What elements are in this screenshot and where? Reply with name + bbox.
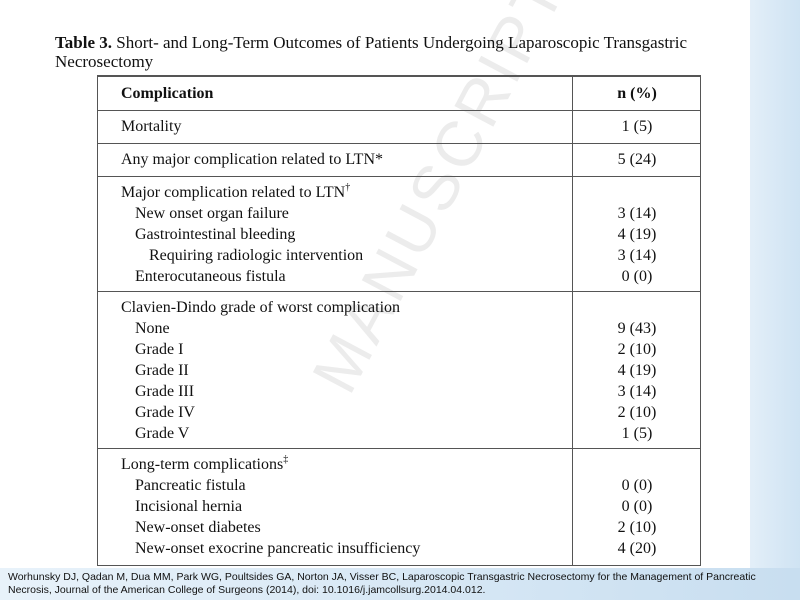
table-section: Major complication related to LTN† New on… bbox=[98, 176, 700, 291]
row-label: Any major complication related to LTN* bbox=[121, 149, 383, 170]
row-label: Mortality bbox=[121, 116, 181, 137]
label-text: Grade II bbox=[135, 362, 189, 379]
column-header: n (%) bbox=[617, 85, 657, 102]
label-text: Clavien-Dindo grade of worst complicatio… bbox=[121, 299, 401, 316]
label-text: Gastrointestinal bleeding bbox=[135, 226, 296, 243]
row-label: Gastrointestinal bleeding bbox=[135, 224, 295, 245]
label-text: Enterocutaneous fistula bbox=[135, 268, 286, 285]
column-header: Complication bbox=[121, 85, 214, 102]
label-text: Grade III bbox=[135, 383, 195, 400]
table-row: Enterocutaneous fistula 0 (0) bbox=[98, 266, 700, 287]
table-row: Clavien-Dindo grade of worst complicatio… bbox=[98, 297, 700, 318]
row-value: 0 (0) bbox=[621, 498, 653, 515]
label-text: Requiring radiologic intervention bbox=[149, 247, 364, 264]
table-title: Table 3. Short- and Long-Term Outcomes o… bbox=[55, 33, 755, 71]
table-row: Mortality 1 (5) bbox=[98, 116, 700, 137]
label-text: Any major complication related to LTN* bbox=[121, 151, 384, 168]
table-row: New onset organ failure 3 (14) bbox=[98, 203, 700, 224]
row-label: Clavien-Dindo grade of worst complicatio… bbox=[121, 297, 400, 318]
title-text: Short- and Long-Term Outcomes of Patient… bbox=[55, 33, 687, 71]
label-text: New-onset exocrine pancreatic insufficie… bbox=[135, 540, 421, 557]
row-label: Incisional hernia bbox=[135, 496, 242, 517]
row-label: Long-term complications‡ bbox=[121, 454, 288, 475]
row-value: 4 (19) bbox=[617, 362, 657, 379]
row-value: 9 (43) bbox=[617, 320, 657, 337]
footnote-mark: ‡ bbox=[283, 454, 289, 465]
table-section: Mortality 1 (5) bbox=[98, 110, 700, 143]
row-value: 3 (14) bbox=[617, 247, 657, 264]
table-row: New-onset exocrine pancreatic insufficie… bbox=[98, 538, 700, 559]
table-section: Any major complication related to LTN* 5 … bbox=[98, 143, 700, 176]
row-value: 1 (5) bbox=[621, 118, 653, 135]
table: Complication n (%) Mortality 1 (5) Any major… bbox=[97, 75, 701, 566]
row-label: Grade II bbox=[135, 360, 189, 381]
table-row: Gastrointestinal bleeding 4 (19) bbox=[98, 224, 700, 245]
row-value: 2 (10) bbox=[617, 341, 657, 358]
row-value: 4 (19) bbox=[617, 226, 657, 243]
row-label: New onset organ failure bbox=[135, 203, 289, 224]
title-label: Table 3. bbox=[55, 33, 113, 52]
row-value: 3 (14) bbox=[617, 205, 657, 222]
row-label: Grade V bbox=[135, 423, 189, 444]
table-row: Long-term complications‡ bbox=[98, 454, 700, 475]
row-label: Grade III bbox=[135, 381, 194, 402]
table-row: Incisional hernia 0 (0) bbox=[98, 496, 700, 517]
citation: Worhunsky DJ, Qadan M, Dua MM, Park WG, … bbox=[8, 571, 756, 596]
row-label: Requiring radiologic intervention bbox=[149, 245, 363, 266]
row-label: Grade IV bbox=[135, 402, 195, 423]
row-value: 5 (24) bbox=[617, 151, 657, 168]
row-value: 2 (10) bbox=[617, 519, 657, 536]
table-section: Long-term complications‡ Pancreatic fistu… bbox=[98, 448, 700, 565]
table-row: New-onset diabetes 2 (10) bbox=[98, 517, 700, 538]
table-row: Grade I 2 (10) bbox=[98, 339, 700, 360]
row-label: None bbox=[135, 318, 170, 339]
header-row: Complication n (%) bbox=[98, 76, 700, 110]
table-row: None 9 (43) bbox=[98, 318, 700, 339]
row-value: 2 (10) bbox=[617, 404, 657, 421]
row-value: 4 (20) bbox=[617, 540, 657, 557]
row-value: 0 (0) bbox=[621, 477, 653, 494]
row-label: New-onset exocrine pancreatic insufficie… bbox=[135, 538, 420, 559]
row-label: Grade I bbox=[135, 339, 183, 360]
row-label: Enterocutaneous fistula bbox=[135, 266, 286, 287]
row-label: New-onset diabetes bbox=[135, 517, 261, 538]
label-text: Grade IV bbox=[135, 404, 195, 421]
table-row: Grade IV 2 (10) bbox=[98, 402, 700, 423]
label-text: Grade I bbox=[135, 341, 184, 358]
content-panel bbox=[50, 0, 750, 568]
row-label: Major complication related to LTN† bbox=[121, 182, 350, 203]
label-text: Grade V bbox=[135, 425, 190, 442]
table-row: Grade V 1 (5) bbox=[98, 423, 700, 444]
footnote-mark: † bbox=[345, 182, 351, 193]
table-row: Requiring radiologic intervention 3 (14) bbox=[98, 245, 700, 266]
table-row: Grade III 3 (14) bbox=[98, 381, 700, 402]
label-text: Long-term complications bbox=[121, 456, 284, 473]
label-text: New onset organ failure bbox=[135, 205, 289, 222]
row-value: 1 (5) bbox=[621, 425, 653, 442]
label-text: None bbox=[135, 320, 170, 337]
label-text: New-onset diabetes bbox=[135, 519, 261, 536]
table-row: Any major complication related to LTN* 5 … bbox=[98, 149, 700, 170]
label-text: Incisional hernia bbox=[135, 498, 243, 515]
column-divider bbox=[572, 76, 573, 565]
table-row: Pancreatic fistula 0 (0) bbox=[98, 475, 700, 496]
footer-band bbox=[0, 568, 800, 600]
row-value: 0 (0) bbox=[621, 268, 653, 285]
table-section: Clavien-Dindo grade of worst complicatio… bbox=[98, 291, 700, 448]
table-row: Grade II 4 (19) bbox=[98, 360, 700, 381]
table-row: Major complication related to LTN† bbox=[98, 182, 700, 203]
label-text: Mortality bbox=[121, 118, 182, 135]
row-value: 3 (14) bbox=[617, 383, 657, 400]
label-text: Pancreatic fistula bbox=[135, 477, 246, 494]
label-text: Major complication related to LTN bbox=[121, 184, 346, 201]
row-label: Pancreatic fistula bbox=[135, 475, 246, 496]
header-cells: Complication n (%) bbox=[98, 83, 700, 104]
